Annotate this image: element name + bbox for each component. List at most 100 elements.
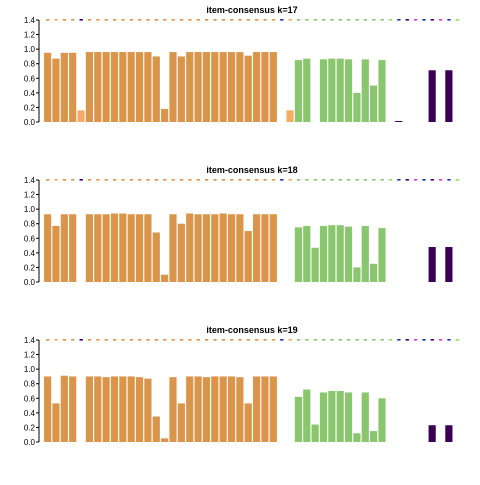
- cluster-marker: [230, 339, 234, 341]
- bar: [44, 52, 52, 122]
- cluster-marker: [321, 179, 326, 181]
- cluster-marker: [422, 339, 426, 341]
- bar: [344, 226, 353, 282]
- cluster-marker: [112, 179, 117, 181]
- cluster-marker: [363, 339, 368, 341]
- bar: [344, 392, 353, 442]
- cluster-marker: [363, 179, 368, 181]
- cluster-marker: [171, 19, 175, 21]
- cluster-marker: [388, 179, 393, 181]
- y-tick-label: 1.4: [24, 336, 36, 345]
- bar: [127, 214, 135, 282]
- cluster-marker: [238, 19, 242, 21]
- bar: [144, 214, 152, 282]
- bar: [186, 213, 194, 282]
- bar: [395, 121, 403, 122]
- cluster-marker: [255, 179, 259, 181]
- cluster-marker: [321, 19, 326, 21]
- bar: [328, 225, 336, 282]
- bar: [294, 396, 302, 442]
- bar: [428, 70, 436, 122]
- cluster-marker: [179, 19, 184, 21]
- cluster-marker: [313, 179, 317, 181]
- bar: [319, 392, 328, 442]
- cluster-marker: [296, 19, 301, 21]
- chart-title-k17: item-consensus k=17: [206, 5, 297, 15]
- cluster-marker: [372, 19, 376, 21]
- cluster-marker: [347, 339, 351, 341]
- cluster-marker: [213, 19, 217, 21]
- cluster-marker: [204, 179, 209, 181]
- bar: [44, 214, 52, 282]
- cluster-marker: [230, 179, 234, 181]
- cluster-marker: [305, 339, 309, 341]
- bar: [202, 214, 211, 282]
- y-tick-label: 0.0: [24, 278, 36, 287]
- cluster-marker: [296, 179, 301, 181]
- cluster-marker: [372, 339, 376, 341]
- cluster-marker: [121, 339, 125, 341]
- bar: [85, 52, 93, 123]
- cluster-marker: [255, 19, 259, 21]
- cluster-marker: [188, 339, 192, 341]
- cluster-marker: [213, 179, 217, 181]
- cluster-marker: [163, 19, 167, 21]
- bar: [311, 424, 319, 442]
- cluster-marker: [338, 339, 343, 341]
- y-tick-label: 1.0: [24, 205, 36, 214]
- bar: [60, 52, 68, 122]
- panel-k17: item-consensus k=17 0.0 0.2 0.4 0.6 0.8 1.0 1.…: [24, 5, 460, 127]
- bar: [177, 223, 185, 282]
- cluster-marker: [347, 179, 351, 181]
- cluster-marker: [121, 19, 125, 21]
- bar: [378, 228, 386, 282]
- cluster-marker: [146, 179, 150, 181]
- bar: [428, 425, 436, 442]
- cluster-marker: [196, 179, 200, 181]
- bar: [353, 92, 361, 122]
- cluster-marker: [271, 19, 276, 21]
- bar: [269, 376, 277, 442]
- bar: [186, 376, 194, 442]
- bar: [336, 391, 344, 442]
- bar: [236, 214, 244, 282]
- cluster-marker: [188, 179, 192, 181]
- bar: [177, 56, 185, 122]
- cluster-marker: [430, 339, 434, 341]
- cluster-marker: [388, 19, 393, 21]
- bar: [194, 52, 202, 123]
- cluster-marker: [163, 339, 167, 341]
- bar: [161, 274, 169, 282]
- cluster-marker: [96, 179, 100, 181]
- bar: [219, 213, 227, 282]
- cluster-marker: [288, 179, 292, 181]
- cluster-marker: [87, 19, 92, 21]
- bar: [60, 375, 68, 442]
- bar: [370, 431, 378, 442]
- bar: [353, 433, 361, 442]
- bar: [294, 227, 302, 282]
- bar: [269, 214, 277, 282]
- y-tick-label: 0.8: [24, 60, 36, 69]
- cluster-marker: [355, 339, 359, 341]
- bar: [110, 213, 119, 282]
- bar: [161, 108, 169, 122]
- y-axis-k19: 0.0 0.2 0.4 0.6 0.8 1.0 1.2 1.4: [24, 336, 40, 447]
- cluster-marker: [405, 339, 409, 341]
- cluster-marker: [104, 339, 108, 341]
- cluster-markers-k18: [46, 179, 460, 181]
- cluster-marker: [447, 19, 451, 21]
- cluster-marker: [455, 179, 460, 181]
- cluster-marker: [238, 339, 242, 341]
- cluster-marker: [54, 179, 58, 181]
- cluster-marker: [288, 339, 292, 341]
- cluster-marker: [455, 339, 460, 341]
- bar: [152, 56, 160, 122]
- cluster-marker: [238, 179, 242, 181]
- cluster-marker: [79, 339, 83, 341]
- bar: [361, 59, 369, 122]
- bar: [261, 214, 269, 282]
- bar: [52, 225, 60, 282]
- bar: [294, 60, 302, 122]
- cluster-marker: [71, 339, 75, 341]
